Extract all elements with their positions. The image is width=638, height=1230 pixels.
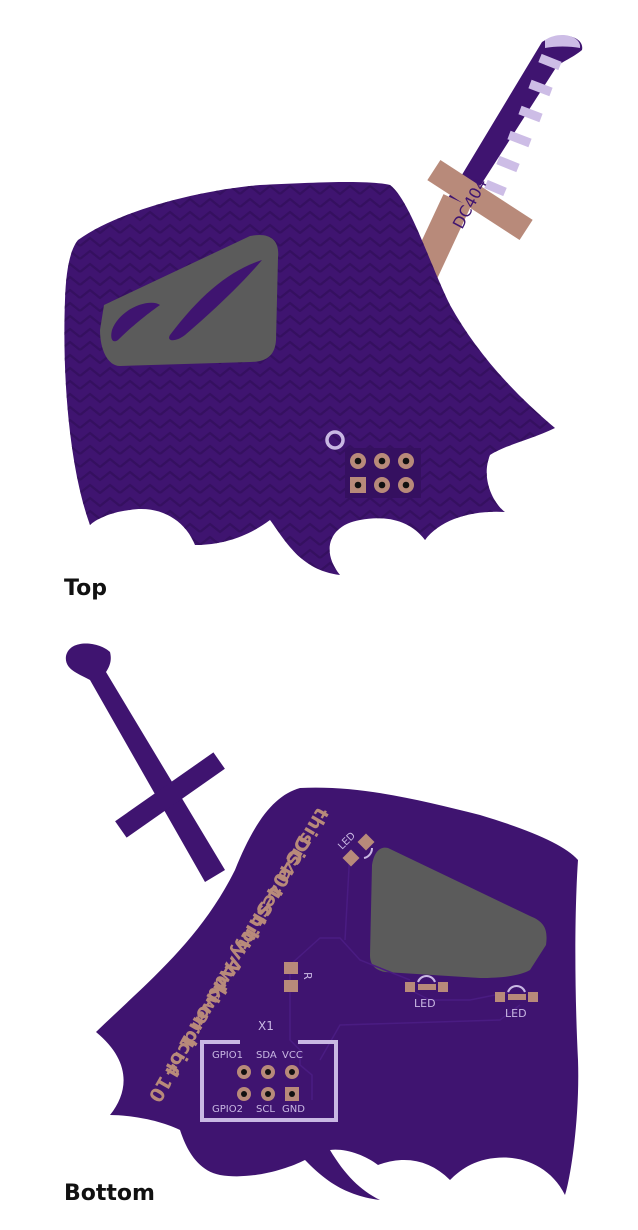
visor-window — [100, 234, 279, 366]
led-label-middle: LED — [414, 997, 436, 1010]
pin-label-gnd: GND — [282, 1104, 305, 1115]
connector-label: X1 — [258, 1019, 274, 1033]
top-caption: Top — [64, 576, 107, 601]
led-middle: LED — [405, 975, 448, 1010]
bottom-caption: Bottom — [64, 1181, 155, 1206]
bottom-visor-window — [370, 847, 547, 978]
top-view: DC404 Top — [64, 34, 583, 601]
led-label-right: LED — [505, 1007, 527, 1020]
bottom-sword — [65, 643, 225, 882]
header-pads — [345, 448, 421, 498]
connector-x1: X1 GPIO1 SDA VCC GPIO2 SCL GND — [200, 1019, 338, 1122]
via-ring — [325, 430, 345, 450]
led-right: LED — [495, 985, 538, 1020]
resistor-label: R — [301, 972, 314, 980]
pin-label-gpio2: GPIO2 — [212, 1104, 243, 1115]
top-board-render: DC404 — [64, 34, 583, 575]
pin-label-gpio1: GPIO1 — [212, 1050, 243, 1061]
bottom-board-outline — [96, 787, 579, 1200]
pin-label-sda: SDA — [256, 1050, 277, 1061]
resistor: R — [284, 962, 314, 992]
pin-label-scl: SCL — [256, 1104, 275, 1115]
bottom-view: this is a test by Awkwardci 4 DC404 Shit… — [0, 620, 638, 1230]
pin-label-vcc: VCC — [282, 1050, 303, 1061]
bottom-board-render: this is a test by Awkwardci 4 DC404 Shit… — [65, 643, 579, 1200]
sword-blade — [448, 34, 583, 205]
